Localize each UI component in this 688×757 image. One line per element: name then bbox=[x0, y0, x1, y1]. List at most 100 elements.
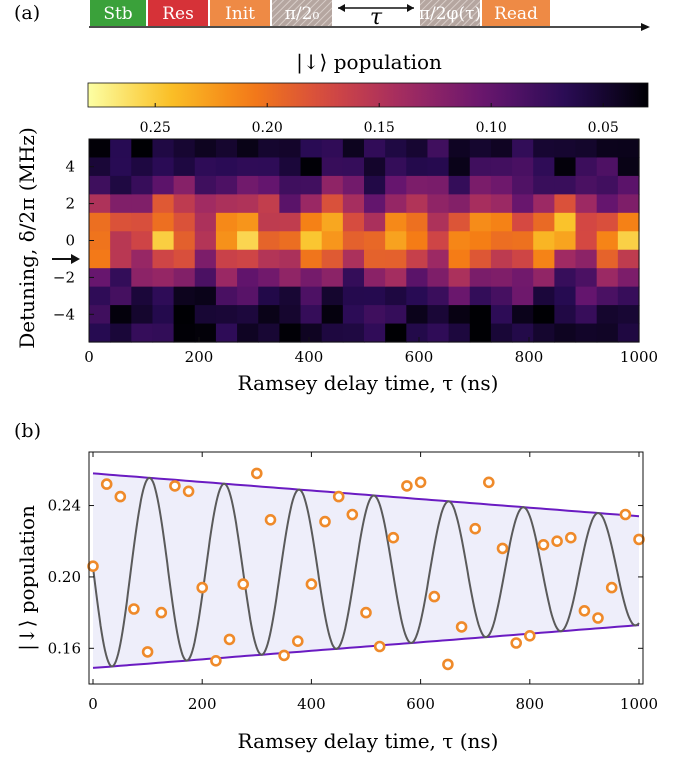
heatmap-cell bbox=[596, 212, 619, 232]
sequence-label-3: π/2₀ bbox=[285, 4, 320, 24]
heatmap-cell bbox=[533, 212, 555, 232]
heatmap-cell bbox=[427, 286, 450, 306]
heatmap-xtick-label: 400 bbox=[295, 348, 324, 366]
heatmap-cell bbox=[512, 286, 534, 306]
envelope-upper bbox=[92, 472, 640, 518]
heatmap-cell bbox=[173, 268, 196, 288]
heatmap-cell bbox=[300, 286, 323, 306]
heatmap-cell bbox=[617, 249, 640, 269]
heatmap-cell bbox=[596, 268, 619, 288]
heatmap-cell bbox=[237, 231, 259, 251]
heatmap-cell bbox=[512, 139, 534, 159]
heatmap-xtick-label: 1000 bbox=[620, 348, 658, 366]
heatmap-cell bbox=[194, 268, 217, 288]
data-point bbox=[428, 590, 441, 603]
heatmap-cell bbox=[596, 194, 619, 214]
heatmap-cell bbox=[575, 249, 598, 269]
heatmap-cell bbox=[406, 175, 429, 195]
heatmap-cell bbox=[512, 175, 534, 195]
heatmap-cell bbox=[279, 305, 302, 325]
heatmap-cell bbox=[406, 212, 429, 232]
heatmap-cell bbox=[575, 139, 598, 159]
heatmap-cell bbox=[554, 157, 577, 177]
heatmap-cell bbox=[554, 268, 577, 288]
heatmap-xlabel: Ramsey delay time, τ (ns) bbox=[238, 371, 499, 395]
heatmap-xtick-label: 600 bbox=[405, 348, 434, 366]
heatmap-cell bbox=[258, 194, 280, 214]
data-point bbox=[155, 606, 168, 619]
heatmap-cell bbox=[406, 249, 429, 269]
heatmap-cell bbox=[490, 139, 513, 159]
plot-ylabel: |↓⟩ population bbox=[15, 505, 40, 651]
heatmap-cell bbox=[321, 157, 344, 177]
heatmap-cell bbox=[194, 212, 217, 232]
heatmap-cell bbox=[194, 139, 217, 159]
heatmap-cell bbox=[554, 175, 577, 195]
heatmap-cell bbox=[533, 157, 555, 177]
heatmap-cell bbox=[279, 268, 302, 288]
heatmap-cell bbox=[490, 212, 513, 232]
heatmap-cell bbox=[279, 323, 302, 343]
heatmap-xtick-label: 800 bbox=[515, 348, 544, 366]
heatmap-cell bbox=[427, 212, 450, 232]
heatmap-cell bbox=[194, 323, 217, 343]
plot-ytick-label: 0.20 bbox=[48, 568, 81, 586]
heatmap-cell bbox=[173, 286, 196, 306]
data-point bbox=[442, 658, 454, 671]
heatmap-cell bbox=[237, 286, 259, 306]
heatmap-cell bbox=[512, 305, 534, 325]
heatmap-cell bbox=[131, 268, 154, 288]
heatmap-cell bbox=[575, 175, 598, 195]
heatmap-cell bbox=[490, 268, 513, 288]
heatmap-cell bbox=[427, 249, 450, 269]
colorbar-title: |↓⟩ population bbox=[296, 50, 442, 75]
heatmap-cell bbox=[448, 139, 471, 159]
heatmap-cell bbox=[385, 175, 407, 195]
sequence-label-tau: τ bbox=[370, 5, 383, 30]
heatmap-cell bbox=[364, 194, 386, 214]
colorbar-tick-label: 0.25 bbox=[140, 120, 171, 136]
heatmap-cell bbox=[131, 305, 154, 325]
heatmap-cell bbox=[131, 212, 154, 232]
data-point bbox=[619, 508, 632, 521]
heatmap-cell bbox=[279, 231, 302, 251]
heatmap-ytick-label: −2 bbox=[53, 268, 75, 286]
heatmap-ytick-label: 2 bbox=[65, 195, 75, 213]
heatmap-cell bbox=[469, 323, 492, 343]
sequence-block bbox=[482, 0, 550, 26]
heatmap-cell bbox=[237, 305, 259, 325]
heatmap-cell bbox=[300, 212, 323, 232]
heatmap-cell bbox=[427, 157, 450, 177]
heatmap-cell bbox=[617, 212, 640, 232]
heatmap-cell bbox=[279, 286, 302, 306]
data-point bbox=[210, 654, 222, 667]
plot-xtick-label: 0 bbox=[88, 695, 98, 713]
heatmap-cell bbox=[427, 268, 450, 288]
heatmap-cell bbox=[215, 212, 238, 232]
heatmap-cell bbox=[596, 175, 619, 195]
heatmap-cell bbox=[512, 212, 534, 232]
heatmap-cell bbox=[215, 305, 238, 325]
heatmap-cell bbox=[596, 231, 619, 251]
heatmap-cell bbox=[152, 268, 175, 288]
heatmap-cell bbox=[469, 194, 492, 214]
heatmap-cell bbox=[215, 286, 238, 306]
heatmap-cell bbox=[131, 157, 154, 177]
heatmap-cell bbox=[194, 194, 217, 214]
heatmap-cell bbox=[173, 212, 196, 232]
heatmap-cell bbox=[533, 231, 555, 251]
heatmap-cell bbox=[110, 139, 132, 159]
heatmap-cell bbox=[364, 268, 386, 288]
heatmap-cell bbox=[385, 323, 407, 343]
heatmap-cell bbox=[152, 249, 175, 269]
heatmap-ytick-label: 0 bbox=[65, 232, 75, 250]
heatmap-cell bbox=[364, 212, 386, 232]
heatmap-cell bbox=[89, 323, 111, 343]
heatmap-cell bbox=[152, 175, 175, 195]
heatmap-cell bbox=[385, 286, 407, 306]
heatmap-cell bbox=[194, 305, 217, 325]
heatmap-cell bbox=[512, 231, 534, 251]
data-point bbox=[141, 646, 154, 658]
ramsey-plot: 0 200 400 600 800 1000 0.16 0.20 0.24 bbox=[48, 451, 658, 713]
data-point bbox=[523, 629, 536, 642]
